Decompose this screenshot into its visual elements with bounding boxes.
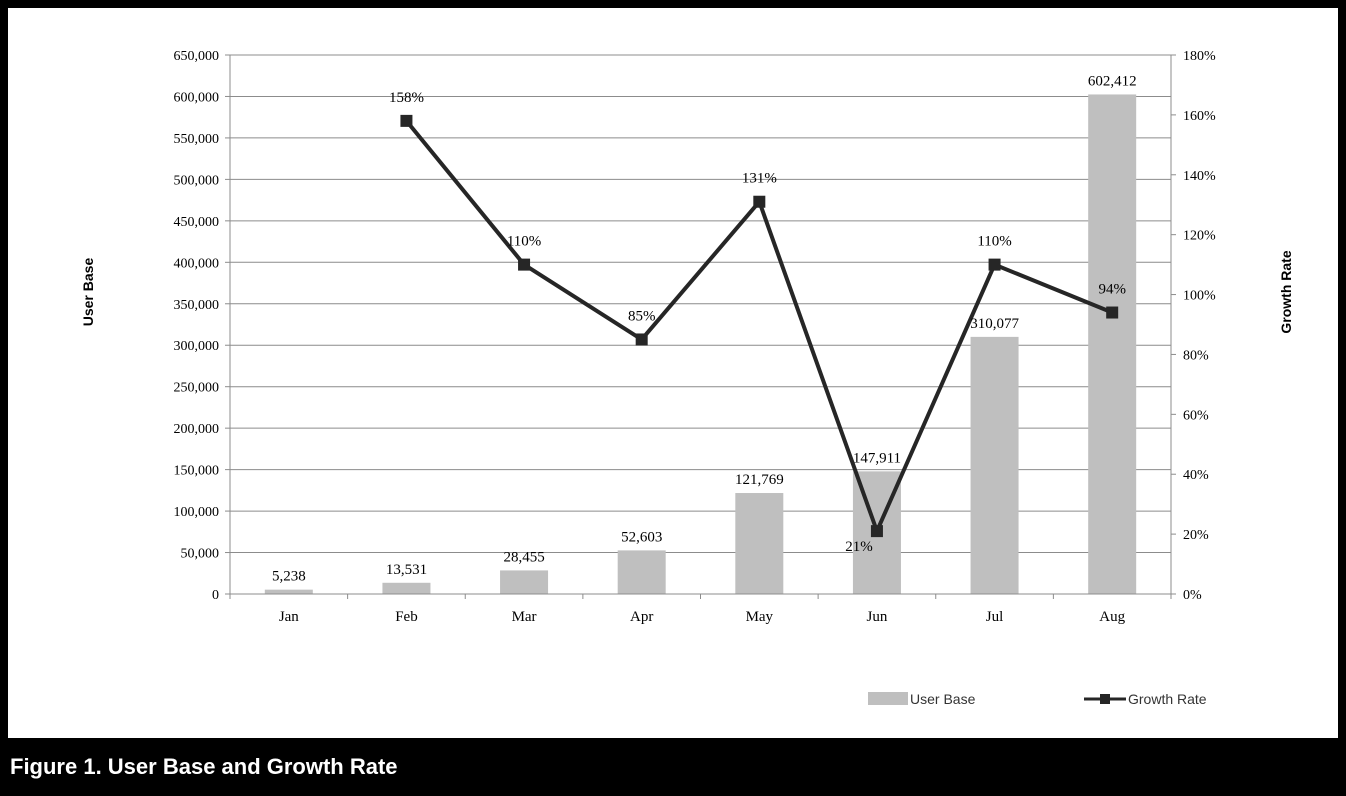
growth-rate-marker	[1106, 306, 1119, 319]
growth-rate-marker	[400, 114, 413, 127]
line-data-label: 110%	[977, 234, 1011, 250]
y-tick-label: 350,000	[174, 298, 220, 313]
y2-tick-label: 180%	[1183, 49, 1216, 64]
bar-data-label: 602,412	[1088, 73, 1137, 89]
y-tick-label: 200,000	[174, 422, 220, 437]
axes: 0 50,000 100,000 150,000 200,000 250,000 300,0…	[174, 49, 1217, 625]
line-data-label: 158%	[389, 90, 424, 106]
bar-user-base	[382, 582, 431, 594]
growth-rate-marker	[753, 195, 766, 208]
y2-tick-label: 0%	[1183, 588, 1202, 603]
y2-tick-label: 120%	[1183, 229, 1216, 244]
line-data-label: 110%	[507, 234, 541, 250]
data-labels: 5,238 13,531 28,455 52,603 121,769 147,911 310…	[272, 73, 1137, 584]
x-tick-label: May	[746, 609, 774, 625]
y-tick-label: 400,000	[174, 256, 220, 271]
y-tick-label: 0	[212, 588, 219, 603]
x-tick-label: Apr	[630, 609, 653, 625]
bar-data-label: 5,238	[272, 569, 306, 585]
y-tick-label: 150,000	[174, 464, 220, 479]
figure-caption: Figure 1. User Base and Growth Rate	[0, 738, 1346, 796]
line-data-label: 85%	[628, 308, 656, 324]
y-tick-label: 650,000	[174, 49, 220, 64]
bar-user-base	[735, 493, 784, 594]
x-tick-label: Aug	[1099, 609, 1125, 625]
growth-rate-marker	[870, 525, 883, 538]
y-tick-label: 300,000	[174, 339, 220, 354]
growth-rate-marker	[635, 333, 648, 346]
chart: 0 50,000 100,000 150,000 200,000 250,000 300,0…	[80, 49, 1294, 707]
bar-data-label: 28,455	[503, 549, 544, 565]
user-base-bars	[264, 94, 1137, 595]
growth-rate-marker	[988, 258, 1001, 271]
bar-user-base	[617, 550, 666, 594]
legend-growth-rate-label: Growth Rate	[1128, 691, 1207, 707]
bar-user-base	[970, 336, 1019, 594]
line-data-label: 94%	[1098, 282, 1126, 298]
x-tick-label: Jun	[867, 609, 888, 625]
x-tick-label: Feb	[395, 609, 418, 625]
bar-user-base	[1088, 94, 1137, 595]
y2-tick-label: 80%	[1183, 348, 1209, 363]
legend-user-base-label: User Base	[910, 691, 976, 707]
bar-data-label: 310,077	[970, 316, 1019, 332]
y-tick-label: 250,000	[174, 381, 220, 396]
line-data-label: 21%	[845, 539, 873, 555]
line-data-label: 131%	[742, 171, 777, 187]
legend-growth-rate-marker	[1100, 694, 1110, 704]
growth-rate-marker	[518, 258, 531, 271]
y2-tick-label: 100%	[1183, 289, 1216, 304]
growth-rate-line	[400, 114, 1119, 538]
bar-data-label: 121,769	[735, 472, 784, 488]
bar-data-label: 147,911	[853, 450, 901, 466]
legend-user-base-swatch	[868, 692, 908, 705]
grid-lines	[230, 54, 1171, 554]
x-tick-label: Jan	[279, 609, 299, 625]
y-tick-label: 100,000	[174, 505, 220, 520]
y2-tick-label: 160%	[1183, 109, 1216, 124]
bar-data-label: 52,603	[621, 529, 662, 545]
y-tick-label: 450,000	[174, 215, 220, 230]
y2-tick-label: 60%	[1183, 408, 1209, 423]
y-tick-label: 500,000	[174, 173, 220, 188]
x-tick-label: Jul	[986, 609, 1004, 625]
chart-area: 0 50,000 100,000 150,000 200,000 250,000 300,0…	[8, 8, 1338, 738]
bar-user-base	[500, 570, 549, 594]
y2-tick-label: 140%	[1183, 169, 1216, 184]
bar-user-base	[264, 589, 313, 594]
y2-axis-label: Growth Rate	[1278, 250, 1294, 333]
y-tick-label: 600,000	[174, 90, 220, 105]
y-tick-label: 550,000	[174, 132, 220, 147]
x-tick-label: Mar	[512, 609, 537, 625]
y-tick-label: 50,000	[181, 547, 220, 562]
y2-tick-label: 40%	[1183, 468, 1209, 483]
legend: User Base Growth Rate	[868, 691, 1207, 707]
y-axis-label: User Base	[80, 258, 96, 327]
bar-data-label: 13,531	[386, 562, 427, 578]
y2-tick-label: 20%	[1183, 528, 1209, 543]
